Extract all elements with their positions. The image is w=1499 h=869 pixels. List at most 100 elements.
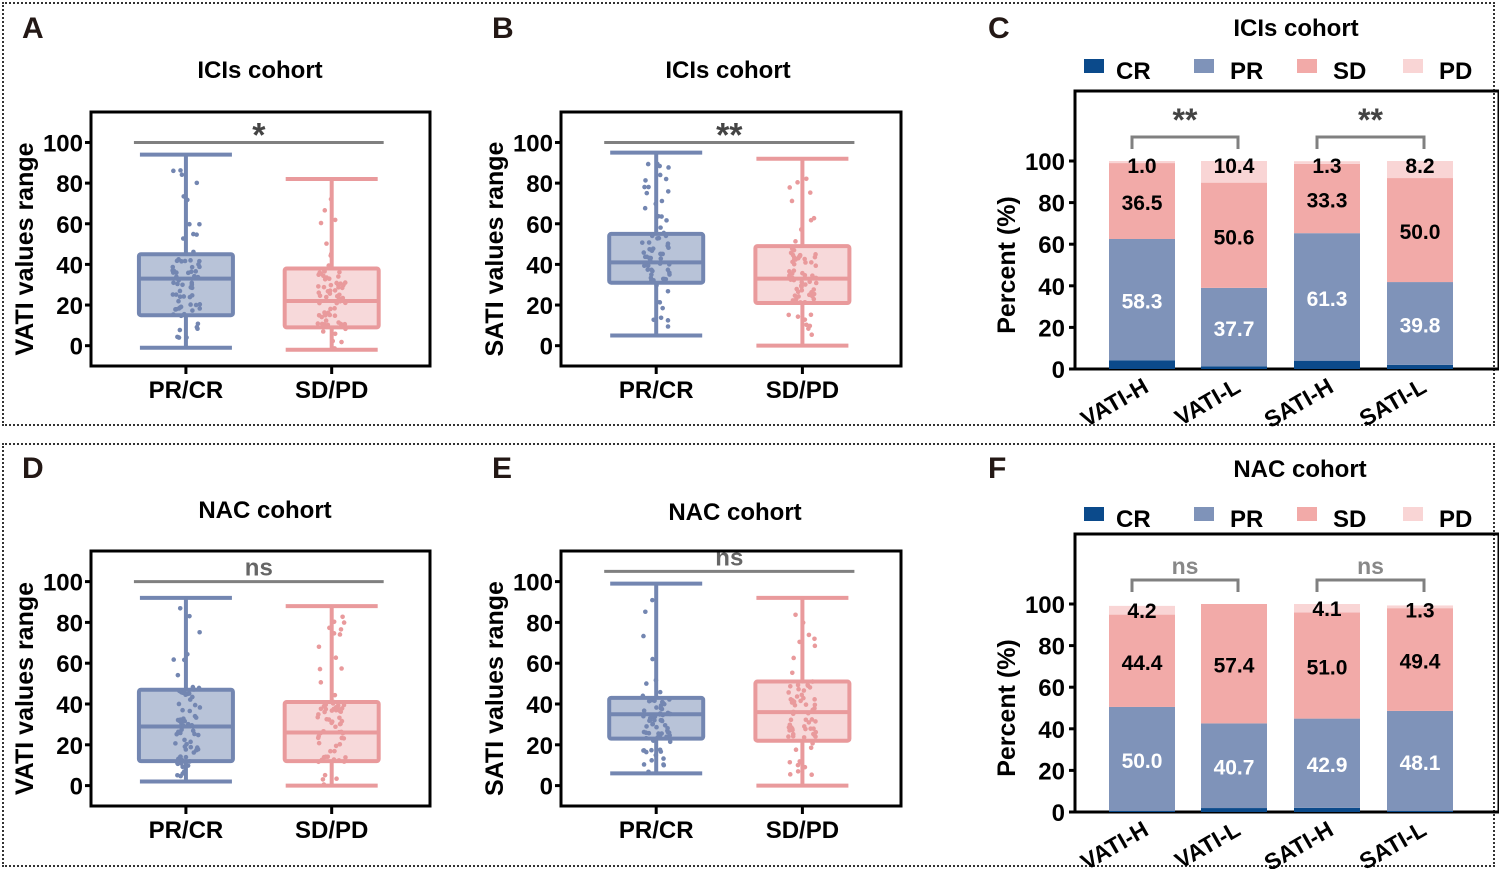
data-point	[171, 312, 176, 317]
y-tick-label: 0	[1052, 357, 1065, 384]
data-point	[178, 730, 183, 736]
bar-segment-pr	[1294, 718, 1360, 808]
legend-item-sd: SD	[1297, 506, 1366, 533]
data-point	[332, 692, 338, 698]
data-point	[665, 288, 671, 294]
data-point	[175, 761, 181, 767]
data-point	[658, 251, 663, 257]
data-point	[645, 161, 651, 167]
data-point	[807, 279, 812, 285]
data-point	[795, 769, 801, 774]
y-tick-label: 60	[526, 651, 553, 678]
data-point	[655, 161, 660, 167]
panel-label: E	[492, 452, 512, 485]
data-point	[657, 261, 663, 266]
data-point	[321, 284, 327, 290]
data-point	[787, 185, 793, 190]
bar-segment-cr	[1201, 808, 1267, 812]
data-point	[334, 280, 339, 286]
data-point	[799, 692, 805, 698]
legend-item-cr: CR	[1084, 506, 1151, 533]
data-point	[175, 281, 180, 287]
legend-item-sd: SD	[1297, 58, 1366, 85]
data-point	[810, 741, 815, 746]
data-point	[192, 273, 197, 279]
data-point	[338, 627, 344, 632]
legend-label: PD	[1439, 58, 1472, 85]
data-point	[193, 715, 199, 720]
data-point	[810, 707, 816, 713]
y-tick-label: 80	[1038, 634, 1065, 661]
data-point	[665, 318, 671, 323]
data-point	[194, 180, 200, 186]
data-point	[318, 680, 324, 685]
data-point	[317, 666, 323, 672]
bar-vati-h: 50.0 44.4 4.2	[1109, 600, 1175, 812]
data-point	[337, 292, 342, 298]
data-point	[197, 264, 202, 270]
plot-frame	[559, 549, 903, 808]
data-point	[179, 172, 185, 178]
box-pr-cr	[607, 150, 706, 338]
data-point	[790, 252, 796, 258]
data-point	[193, 269, 199, 274]
data-point	[170, 268, 175, 273]
box-sd-pd	[753, 156, 852, 348]
data-point	[332, 331, 338, 337]
data-point	[338, 321, 344, 327]
legend-item-pr: PR	[1194, 506, 1263, 533]
data-point	[339, 718, 345, 724]
data-point	[175, 672, 181, 678]
data-point	[197, 629, 202, 635]
data-point	[193, 302, 199, 308]
data-point	[187, 759, 193, 764]
bar-sati-l: 39.8 50.0 8.2	[1387, 155, 1453, 369]
data-point	[786, 312, 792, 318]
data-point	[331, 619, 337, 625]
data-label: 36.5	[1122, 192, 1163, 215]
bar-segment-pd	[1387, 161, 1453, 179]
data-point	[642, 205, 648, 211]
data-point	[788, 717, 794, 723]
y-tick-label: 60	[526, 212, 553, 239]
data-point	[171, 657, 177, 662]
data-point	[649, 248, 655, 254]
data-point	[813, 280, 819, 286]
y-tick-label: 80	[526, 171, 553, 198]
significance-bracket	[1315, 135, 1426, 149]
data-point	[324, 241, 329, 246]
data-point	[343, 300, 348, 306]
data-point	[795, 682, 801, 688]
data-point	[650, 597, 655, 603]
data-point	[332, 748, 337, 754]
data-point	[340, 295, 346, 301]
data-point	[336, 274, 341, 279]
data-point	[179, 259, 184, 264]
data-point	[795, 314, 801, 319]
data-point	[811, 726, 816, 731]
data-label: 33.3	[1307, 190, 1348, 213]
data-point	[803, 260, 808, 265]
data-point	[804, 322, 809, 328]
data-point	[643, 735, 649, 741]
y-tick-label: 100	[43, 570, 83, 597]
bar-segment-cr	[1387, 364, 1453, 369]
bar-segment-pd	[1294, 161, 1360, 164]
significance-label: **	[716, 116, 743, 154]
legend-label: CR	[1116, 58, 1151, 85]
x-tick-label: PR/CR	[149, 377, 224, 404]
data-point	[643, 609, 648, 615]
y-tick-label: 100	[1025, 149, 1065, 176]
data-point	[648, 275, 654, 281]
data-point	[801, 735, 807, 740]
y-tick-label: 0	[540, 334, 553, 361]
data-point	[654, 283, 659, 288]
data-point	[341, 702, 347, 708]
data-point	[195, 274, 201, 280]
data-point	[793, 297, 799, 302]
data-point	[320, 777, 326, 782]
y-tick-label: 60	[1038, 675, 1065, 702]
data-point	[787, 759, 793, 765]
